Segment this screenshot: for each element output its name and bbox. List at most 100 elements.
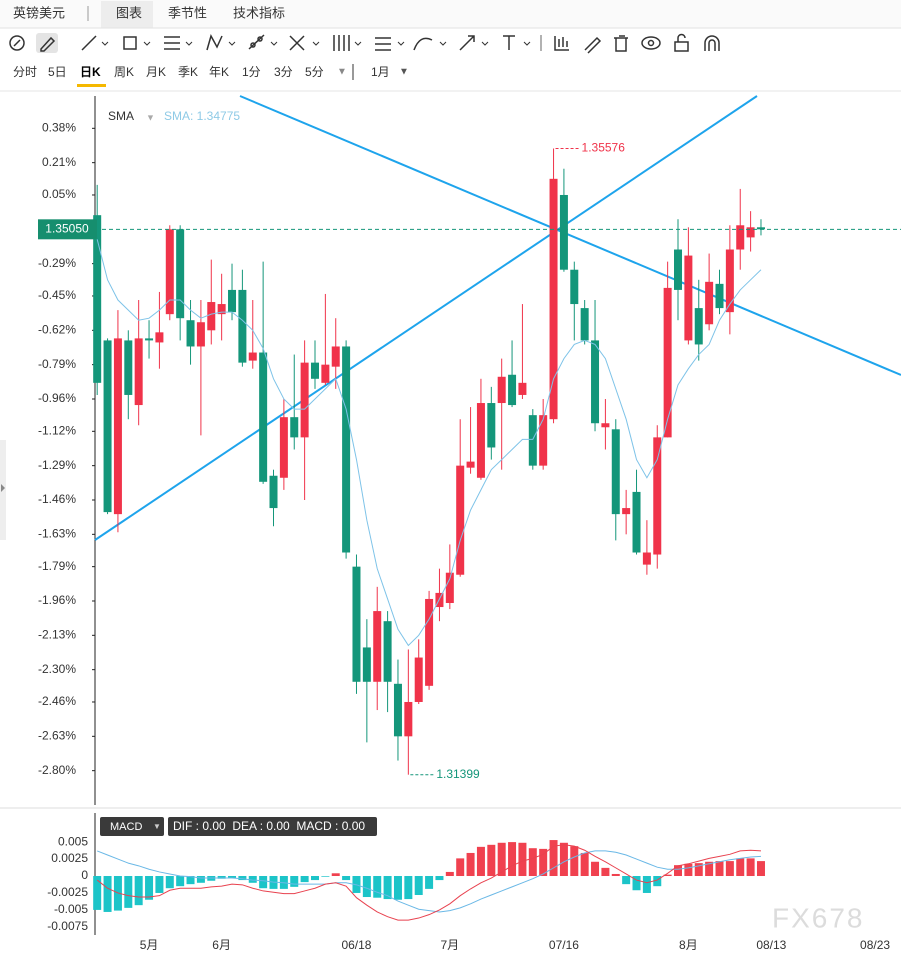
candle-body bbox=[466, 461, 475, 468]
candle-body bbox=[456, 465, 465, 575]
dif-line bbox=[96, 844, 762, 921]
y-tick-label: -1.63% bbox=[38, 526, 76, 540]
candle-body bbox=[145, 338, 154, 341]
range-select[interactable]: 1月 bbox=[371, 65, 390, 79]
tool-icon[interactable] bbox=[413, 37, 447, 51]
macd-bar bbox=[383, 876, 392, 900]
indicator-value: SMA: 1.34775 bbox=[164, 109, 240, 123]
tool-icon[interactable] bbox=[164, 36, 193, 50]
candle-body bbox=[487, 403, 496, 448]
macd-bar bbox=[705, 861, 714, 877]
tool-icon[interactable] bbox=[248, 34, 278, 50]
trend-line[interactable] bbox=[239, 95, 901, 376]
period-option[interactable]: 日K bbox=[80, 65, 101, 79]
macd-button-label[interactable]: MACD bbox=[110, 821, 142, 833]
period-option[interactable]: 月K bbox=[146, 65, 166, 79]
y-tick-label: -2.46% bbox=[38, 694, 76, 708]
period-option[interactable]: 年K bbox=[209, 65, 229, 79]
period-option[interactable]: 5分 bbox=[305, 65, 324, 79]
period-option[interactable]: 周K bbox=[114, 65, 134, 79]
macd-bar bbox=[186, 876, 195, 885]
tool-icon[interactable] bbox=[674, 33, 689, 52]
tool-icon[interactable] bbox=[584, 36, 602, 54]
tool-icon[interactable] bbox=[333, 35, 362, 51]
candle-body bbox=[383, 621, 392, 682]
macd-bar bbox=[124, 876, 133, 908]
y-tick-label: 0.005 bbox=[58, 834, 88, 848]
macd-bar bbox=[456, 858, 465, 877]
macd-bar bbox=[611, 873, 620, 877]
candle-body bbox=[559, 194, 568, 270]
macd-bar bbox=[321, 876, 330, 877]
candle-body bbox=[393, 683, 402, 737]
active-underline bbox=[77, 84, 106, 87]
macd-bar bbox=[528, 848, 537, 877]
toolbar bbox=[9, 33, 720, 54]
tool-icon[interactable] bbox=[704, 35, 720, 51]
period-option[interactable]: 季K bbox=[178, 65, 198, 79]
candle-body bbox=[684, 255, 693, 341]
macd-bar bbox=[508, 842, 517, 877]
tool-icon[interactable] bbox=[206, 34, 236, 51]
tab[interactable]: 图表 bbox=[116, 5, 142, 20]
macd-bar bbox=[176, 876, 185, 887]
candle-body bbox=[425, 598, 434, 686]
macd-button[interactable] bbox=[100, 817, 164, 836]
indicator-name[interactable]: SMA bbox=[108, 109, 134, 123]
period-option[interactable]: 5日 bbox=[48, 65, 67, 79]
y-tick-label: -0.96% bbox=[38, 391, 76, 405]
candle-body bbox=[290, 417, 299, 438]
period-option[interactable]: 分时 bbox=[13, 65, 37, 79]
y-tick-label: -0.62% bbox=[38, 322, 76, 336]
dropdown-arrow[interactable]: ▼ bbox=[399, 67, 409, 78]
symbol-tab[interactable]: 英镑美元 bbox=[13, 5, 65, 20]
dropdown-arrow[interactable]: ▼ bbox=[153, 822, 161, 831]
watermark: FX678 bbox=[772, 902, 865, 933]
macd-bar bbox=[580, 852, 589, 877]
period-option[interactable]: 1分 bbox=[242, 65, 261, 79]
y-tick-label: -1.79% bbox=[38, 559, 76, 573]
dropdown-arrow[interactable]: ▼ bbox=[146, 112, 155, 122]
candle-body bbox=[508, 374, 517, 406]
y-tick-label: 0.38% bbox=[42, 120, 76, 134]
tool-icon[interactable] bbox=[554, 36, 569, 51]
candle-body bbox=[570, 269, 579, 305]
tab[interactable]: 季节性 bbox=[168, 5, 207, 20]
dropdown-arrow[interactable]: ▼ bbox=[337, 67, 347, 78]
macd-bar bbox=[196, 876, 205, 883]
candle-body bbox=[736, 225, 745, 250]
macd-bar bbox=[715, 861, 724, 877]
tool-icon[interactable] bbox=[459, 35, 489, 51]
macd-bar bbox=[549, 840, 558, 877]
macd-bar bbox=[425, 876, 434, 889]
macd-bar bbox=[134, 876, 143, 906]
macd-bar bbox=[653, 876, 662, 887]
tool-icon[interactable] bbox=[503, 35, 531, 50]
trend-line[interactable] bbox=[94, 95, 758, 541]
tool-icon[interactable] bbox=[289, 35, 320, 51]
macd-bar bbox=[466, 852, 475, 877]
y-tick-label: -2.80% bbox=[38, 763, 76, 777]
candle-body bbox=[622, 508, 631, 515]
tool-icon[interactable] bbox=[641, 36, 661, 50]
candle-body bbox=[580, 308, 589, 341]
candle-body bbox=[259, 352, 268, 482]
tool-icon[interactable] bbox=[81, 35, 109, 51]
tab[interactable]: 技术指标 bbox=[233, 5, 285, 20]
tool-icon[interactable] bbox=[9, 35, 25, 51]
tool-icon[interactable] bbox=[375, 37, 405, 51]
candle-body bbox=[186, 320, 195, 347]
macd-bar bbox=[684, 863, 693, 877]
macd-bar bbox=[228, 876, 237, 879]
macd-bar bbox=[393, 876, 402, 900]
macd-bar bbox=[342, 876, 351, 881]
tool-icon[interactable] bbox=[123, 36, 151, 50]
candle-body bbox=[746, 227, 755, 238]
tool-icon[interactable] bbox=[40, 36, 56, 52]
candle-body bbox=[342, 346, 351, 553]
tool-icon[interactable] bbox=[614, 35, 628, 52]
candle-body bbox=[165, 229, 174, 315]
macd-bar bbox=[310, 876, 319, 881]
macd-bar bbox=[414, 876, 423, 895]
period-option[interactable]: 3分 bbox=[274, 65, 293, 79]
